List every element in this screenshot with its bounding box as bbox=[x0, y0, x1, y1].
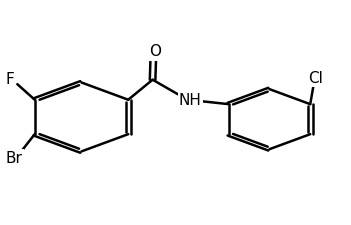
Text: O: O bbox=[149, 45, 161, 59]
Text: F: F bbox=[5, 72, 14, 87]
Text: NH: NH bbox=[179, 93, 201, 108]
Text: Br: Br bbox=[5, 151, 22, 166]
Text: Cl: Cl bbox=[308, 71, 323, 86]
